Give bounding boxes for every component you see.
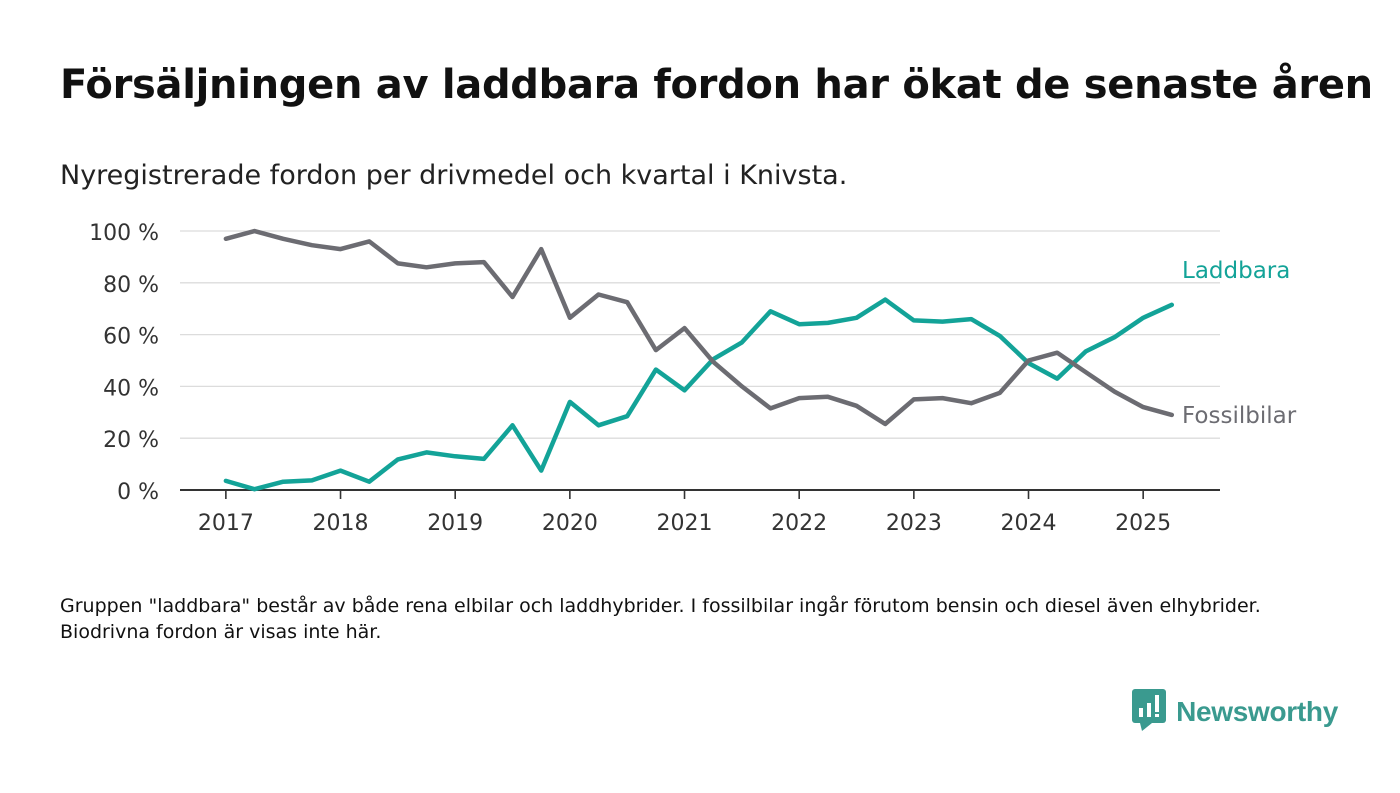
series-labels: Laddbara Fossilbilar	[1182, 258, 1297, 429]
y-tick-label: 20 %	[103, 428, 159, 453]
y-tick-label: 100 %	[89, 221, 159, 246]
series-line-laddbara	[223, 297, 1175, 492]
x-axis: 2017 2018 2019 2020 2021 2022 2023 2024 2025	[180, 489, 1220, 536]
series-line-fossilbilar	[223, 228, 1175, 427]
x-tick-label: 2020	[542, 511, 598, 536]
x-tick-label: 2021	[657, 511, 713, 536]
y-tick-label: 80 %	[103, 273, 159, 298]
x-tick-label: 2018	[313, 511, 369, 536]
line-chart: 0 % 20 % 40 % 60 % 80 % 100 % 2017 2018 2019 202…	[89, 221, 1297, 536]
y-tick-label: 0 %	[117, 480, 159, 505]
x-tick-label: 2024	[1001, 511, 1057, 536]
gridlines	[180, 230, 1220, 439]
bar-chart-speech-bubble-icon	[1132, 689, 1167, 735]
brand-name: Newsworthy	[1176, 696, 1338, 727]
series-lines	[223, 228, 1175, 492]
y-tick-label: 40 %	[103, 376, 159, 401]
x-tick-label: 2023	[886, 511, 942, 536]
series-label-laddbara: Laddbara	[1182, 258, 1290, 284]
x-tick-label: 2022	[771, 511, 827, 536]
chart-subtitle: Nyregistrerade fordon per drivmedel och …	[60, 160, 848, 191]
chart-title: Försäljningen av laddbara fordon har öka…	[60, 62, 1373, 108]
series-label-fossilbilar: Fossilbilar	[1182, 403, 1297, 429]
x-tick-label: 2025	[1115, 511, 1171, 536]
y-axis-ticks: 0 % 20 % 40 % 60 % 80 % 100 %	[89, 221, 159, 505]
x-tick-label: 2019	[427, 511, 483, 536]
y-tick-label: 60 %	[103, 325, 159, 350]
brand-logo: Newsworthy	[1132, 689, 1338, 735]
x-tick-label: 2017	[198, 511, 254, 536]
chart-footnote: Gruppen "laddbara" består av både rena e…	[60, 595, 1261, 643]
